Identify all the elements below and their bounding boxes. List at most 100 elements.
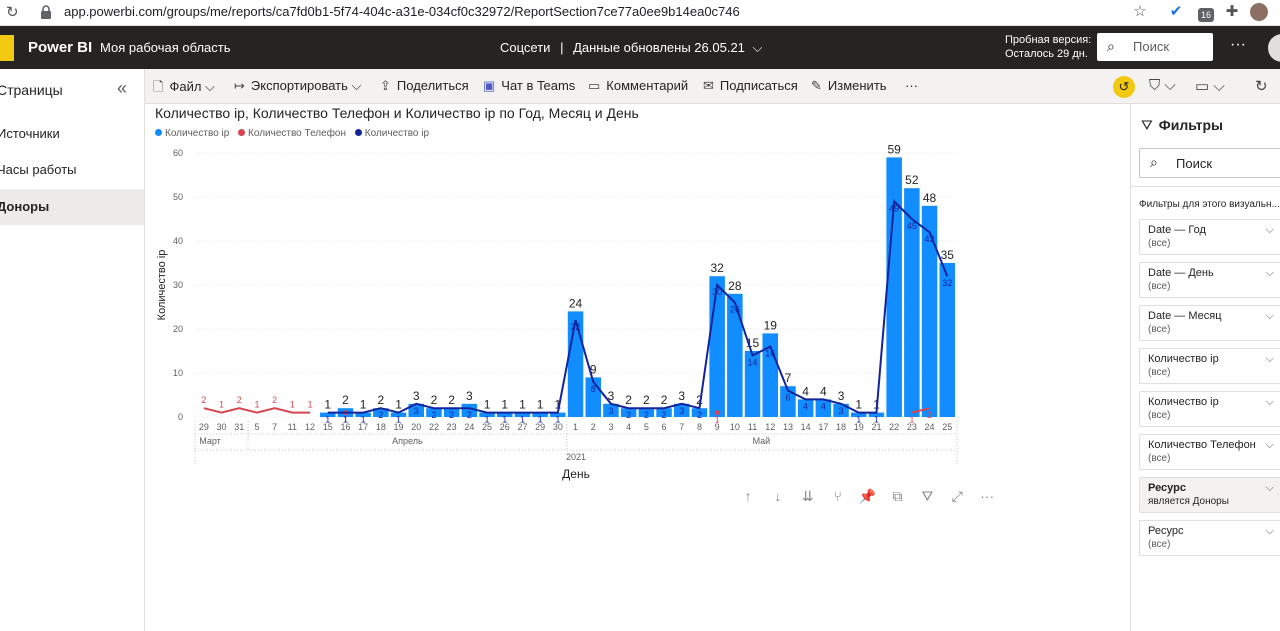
search-icon: ⌕ [1107,38,1115,54]
toolbar-more-button[interactable]: ··· [905,78,918,93]
powerbi-logo-icon [0,35,14,61]
chevron-down-icon[interactable]: ⌵ [1265,482,1274,494]
filter-card[interactable]: Количество Телефон (все) ⌵ [1139,434,1280,470]
edit-label: Изменить [827,78,887,93]
x-tick-label: 31 [234,422,244,432]
copy-icon[interactable]: ⧉ [892,488,903,504]
year-label: 2021 [566,452,586,462]
report-info[interactable]: Соцсети | Данные обновлены 26.05.21 ⌵ [500,40,762,56]
user-avatar[interactable] [1268,34,1280,62]
legend-item-phone[interactable]: Количество Телефон [238,128,346,139]
filter-card[interactable]: Количество ip (все) ⌵ [1139,348,1280,384]
url-text[interactable]: app.powerbi.com/groups/me/reports/ca7fd0… [64,4,740,19]
workspace-name[interactable]: Моя рабочая область [100,40,231,55]
reset-icon[interactable]: ↺ [1113,76,1135,98]
refresh-icon[interactable]: ↻ [1255,78,1268,95]
chevron-down-icon: ⌵ [752,40,763,55]
bar [514,412,531,417]
teams-chat-button[interactable]: ▣ Чат в Teams [483,78,575,94]
bar-data-label: 4 [802,384,809,398]
x-tick-label: 16 [340,422,350,432]
drill-up-icon[interactable]: ↑ [744,488,752,504]
focus-mode-icon[interactable]: ⤢ [951,488,963,504]
filter-card[interactable]: Date — Месяц (все) ⌵ [1139,305,1280,341]
filter-card-value: (все) [1148,324,1171,335]
brand-name[interactable]: Power BI [28,39,93,56]
collapse-pages-icon[interactable]: « [117,78,128,98]
global-search-input[interactable]: ⌕ Поиск [1097,33,1213,61]
bar [780,386,796,417]
reload-icon[interactable]: ↻ [6,4,19,21]
bar [815,399,832,417]
month-label: Апрель [392,436,423,446]
trial-info[interactable]: Пробная версия: Осталось 29 дн. [1005,33,1091,61]
series-line [327,199,949,414]
bar [461,403,478,417]
filter-card[interactable]: Ресурс является Доноры ⌵ [1139,477,1280,513]
pencil-icon: ✎ [811,78,822,93]
filter-card-name: Ресурс [1148,482,1186,494]
filter-card-name: Ресурс [1148,525,1184,537]
browser-address-bar: ↻ app.powerbi.com/groups/me/reports/ca7f… [0,0,1280,26]
filter-card[interactable]: Date — Год (все) ⌵ [1139,219,1280,255]
chevron-down-icon[interactable]: ⌵ [1265,525,1274,537]
extension-badge[interactable]: 16 [1198,8,1214,22]
y-tick-label: 40 [173,236,183,246]
profile-avatar-icon[interactable] [1250,3,1268,21]
more-options-button[interactable]: ··· [1230,36,1246,53]
line-data-label: 2 [378,410,383,420]
page-item-donors[interactable]: Доноры [0,189,144,225]
line-data-label: 49 [889,203,899,213]
share-button[interactable]: ⇪ Поделиться [380,78,469,94]
filter-icon[interactable]: ⛛ [921,488,934,504]
comment-button[interactable]: ▭ Комментарий [588,78,688,94]
view-icon[interactable]: ▭ ⌵ [1195,78,1225,95]
line-data-label: 1 [361,415,366,425]
line-data-label: 8 [591,384,596,394]
legend-item-ip-bars[interactable]: Количество ip [155,128,229,139]
export-menu-button[interactable]: ↦ Экспортировать ⌵ [234,78,361,94]
line-data-label: 4 [803,401,808,411]
y-tick-label: 0 [178,412,183,422]
chevron-down-icon[interactable]: ⌵ [1265,310,1274,322]
bar [674,403,690,417]
bar [833,403,849,417]
filter-card[interactable]: Ресурс (все) ⌵ [1139,520,1280,556]
chevron-down-icon[interactable]: ⌵ [1265,396,1274,408]
chevron-down-icon[interactable]: ⌵ [1265,353,1274,365]
chevron-down-icon[interactable]: ⌵ [1265,439,1274,451]
page-item-sources[interactable]: Источники [0,126,60,141]
drill-down-icon[interactable]: ↓ [774,488,782,504]
star-icon[interactable]: ☆ [1133,3,1147,20]
expand-hierarchy-icon[interactable]: ⑂ [833,488,842,504]
file-menu-button[interactable]: 🗋 Файл ⌵ [153,78,215,100]
x-tick-label: 29 [535,422,545,432]
bookmark-icon[interactable]: ⛉ ⌵ [1149,77,1176,94]
puzzle-icon[interactable]: ✚ [1225,3,1239,20]
x-tick-label: 30 [217,422,227,432]
x-tick-label: 19 [394,422,404,432]
chevron-down-icon[interactable]: ⌵ [1265,267,1274,279]
subscribe-button[interactable]: ✉ Подписаться [703,78,798,94]
filter-card[interactable]: Date — День (все) ⌵ [1139,262,1280,298]
filter-card[interactable]: Количество ip (все) ⌵ [1139,391,1280,427]
extension-check-icon[interactable]: ✔ [1169,3,1183,20]
pin-icon[interactable]: 📌 [858,488,877,504]
y-tick-label: 60 [173,148,183,158]
filters-header[interactable]: ⛛ Фильтры [1141,117,1223,134]
visual-more-icon[interactable]: ··· [980,488,995,504]
legend-item-ip-line[interactable]: Количество ip [354,128,429,139]
next-level-icon[interactable]: ⇊ [801,488,814,504]
x-tick-label: 18 [376,422,386,432]
filter-search-input[interactable]: ⌕ Поиск [1139,148,1280,178]
bar-data-label: 3 [608,389,615,403]
chart-legend: Количество ip Количество Телефон Количес… [155,128,435,139]
chevron-down-icon[interactable]: ⌵ [1265,224,1274,236]
line-data-label: 3 [679,406,684,416]
edit-button[interactable]: ✎ Изменить [811,78,887,94]
x-tick-label: 20 [411,422,421,432]
x-tick-label: 15 [323,422,333,432]
page-item-work-hours[interactable]: Часы работы [0,162,77,177]
bar-data-label: 7 [785,371,792,385]
